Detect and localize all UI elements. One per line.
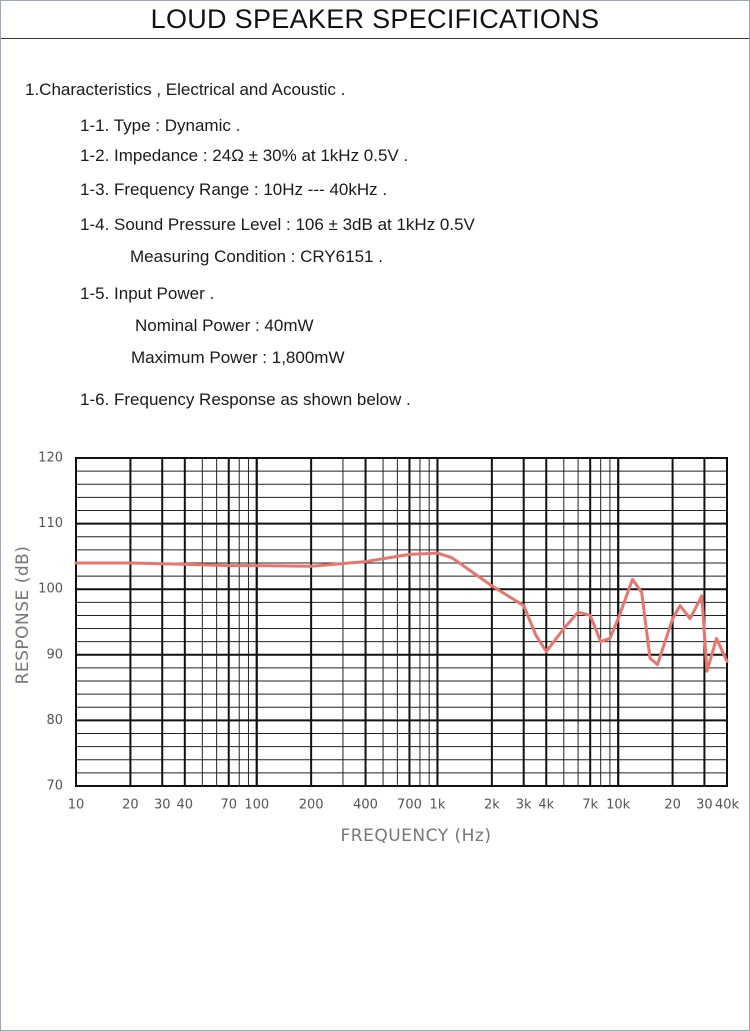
x-tick-label: 40 [177, 798, 194, 813]
spec-item: 1-3. Frequency Range : 10Hz --- 40kHz . [80, 180, 388, 199]
x-tick-label: 7k [582, 798, 598, 813]
response-curve [74, 551, 729, 673]
y-tick-label: 110 [38, 516, 63, 531]
x-tick-label: 70 [220, 798, 237, 813]
title: LOUD SPEAKER SPECIFICATIONS [150, 4, 600, 34]
y-tick-label: 90 [46, 647, 63, 662]
x-tick-label: 40k [715, 798, 740, 813]
x-tick-label: 10k [606, 798, 631, 813]
x-tick-label: 20 [122, 798, 139, 813]
spec-item: 1-6. Frequency Response as shown below . [80, 390, 411, 409]
x-tick-label: 700 [397, 798, 422, 813]
x-tick-label: 30 [696, 798, 713, 813]
title-box [1, 1, 749, 39]
y-tick-label: 80 [46, 713, 63, 728]
spec-item: 1-5. Input Power . [80, 284, 215, 303]
chart: FREQUENCY (Hz) RESPONSE (dB) 70 80 90 100 11… [13, 451, 740, 847]
spec-item: 1-2. Impedance : 24Ω ± 30% at 1kHz 0.5V … [80, 146, 409, 165]
spec-item: 1-4. Sound Pressure Level : 106 ± 3dB at… [80, 215, 475, 234]
y-axis-title: RESPONSE (dB) [13, 546, 33, 685]
x-tick-label: 200 [299, 798, 324, 813]
spec-sub-item: Maximum Power : 1,800mW [131, 348, 345, 367]
x-axis-title: FREQUENCY (Hz) [341, 826, 492, 846]
x-tick-label: 2k [484, 798, 500, 813]
spec-sub-item: Measuring Condition : CRY6151 . [130, 247, 383, 266]
spec-item: 1-1. Type : Dynamic . [80, 116, 241, 135]
y-tick-label: 120 [38, 451, 63, 466]
spec-heading: 1.Characteristics , Electrical and Acous… [25, 80, 346, 99]
x-tick-label: 400 [353, 798, 378, 813]
x-tick-label: 4k [538, 798, 554, 813]
spec-sub-item: Nominal Power : 40mW [135, 316, 314, 335]
x-tick-label: 3k [516, 798, 532, 813]
x-tick-label: 30 [154, 798, 171, 813]
y-tick-label: 70 [46, 779, 63, 794]
plot-frame [75, 457, 728, 787]
x-tick-label: 1k [430, 798, 446, 813]
x-tick-label: 100 [244, 798, 269, 813]
x-tick-label: 20 [664, 798, 681, 813]
x-tick-label: 10 [68, 798, 85, 813]
y-tick-label: 100 [38, 582, 63, 597]
